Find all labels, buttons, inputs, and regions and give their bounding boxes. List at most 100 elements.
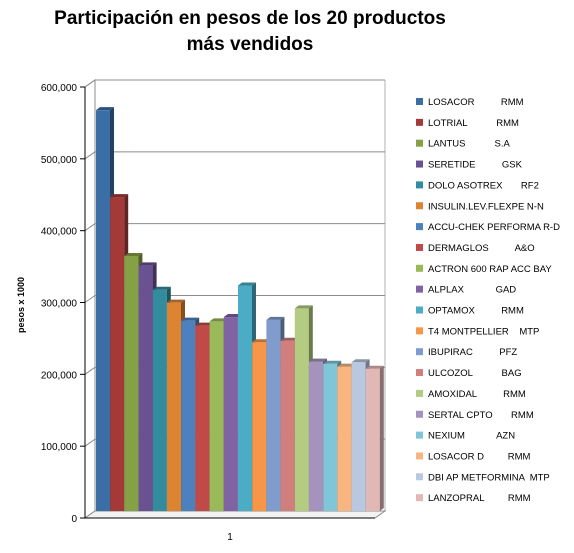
y-tick-label: 0 (71, 514, 77, 525)
legend-label: LOTRIAL RMM (428, 118, 519, 129)
legend-label: SERETIDE GSK (428, 160, 523, 171)
bar-front (209, 321, 224, 511)
gridline-side (84, 151, 96, 160)
bars (96, 107, 384, 512)
bar-top (266, 316, 285, 320)
y-tick-label: 100,000 (41, 442, 78, 453)
gridline-side (84, 223, 96, 232)
axes: 0 100,000 200,000 300,000 400,000 500,000 600,… (16, 83, 375, 543)
legend-swatch (416, 118, 423, 126)
bar-top (294, 305, 313, 309)
bar-front (181, 320, 196, 511)
y-axis-title: pesos x 1000 (16, 277, 26, 333)
legend-item: LANTUS S.A (416, 139, 510, 150)
y-tick-label: 200,000 (41, 370, 78, 381)
legend-item: NEXIUM AZN (416, 431, 515, 442)
legend-item: DBI AP METFORMINA MTP (416, 472, 550, 483)
legend-label: ULCOZOL BAG (428, 368, 522, 379)
legend-swatch (416, 139, 423, 147)
legend-swatch (416, 181, 423, 189)
legend-item: SERTAL CPTO RMM (416, 410, 534, 421)
legend-item: SERETIDE GSK (416, 160, 523, 171)
bar-top (152, 286, 171, 290)
legend-item: ULCOZOL BAG (416, 368, 522, 379)
bar-top (167, 299, 185, 303)
legend-label: SERTAL CPTO RMM (428, 410, 534, 421)
legend-swatch (416, 264, 423, 272)
bar-top (337, 363, 356, 367)
legend-swatch (416, 473, 423, 481)
legend-label: LANTUS S.A (428, 139, 510, 150)
bar-front (167, 302, 181, 511)
legend-swatch (416, 306, 423, 314)
bar-top (351, 359, 370, 363)
legend-swatch (416, 494, 423, 502)
gridline-side (84, 366, 96, 375)
legend-swatch (416, 160, 423, 168)
legend-label: INSULIN.LEV.FLEXPE N-N (428, 201, 544, 212)
legend-swatch (416, 369, 423, 377)
legend-swatch (416, 243, 423, 251)
legend-item: LANZOPRAL RMM (416, 493, 531, 504)
bar-front (238, 285, 252, 511)
y-tick-label: 600,000 (41, 83, 78, 94)
bar-front (223, 317, 238, 511)
bar-front (110, 197, 125, 512)
bar-front (309, 361, 323, 511)
bar-front (96, 110, 110, 512)
legend-label: DERMAGLOS A&O (428, 243, 535, 254)
bar-front (351, 362, 366, 511)
y-tick-label: 300,000 (41, 299, 78, 310)
bar-top (252, 339, 271, 343)
bar-top (124, 252, 143, 256)
bar-top (138, 262, 157, 266)
legend-swatch (416, 410, 423, 418)
bar-front (294, 308, 309, 511)
legend-swatch (416, 223, 423, 231)
bar-top (309, 358, 327, 362)
bar-top (96, 107, 114, 111)
bar-front (266, 319, 281, 511)
bar-top (181, 317, 200, 321)
gridline-side (84, 295, 96, 303)
bar-top (238, 282, 256, 286)
legend-label: DOLO ASOTREX RF2 (428, 180, 539, 191)
gridline-side (84, 438, 96, 447)
legend-item: AMOXIDAL RMM (416, 389, 526, 400)
legend: LOSACOR RMM LOTRIAL RMM LANTUS S.A SERETIDE… (416, 97, 560, 504)
legend-swatch (416, 431, 423, 439)
bar-top (209, 318, 228, 322)
bar-top (195, 322, 214, 326)
legend-label: LOSACOR RMM (428, 97, 524, 108)
legend-item: ACTRON 600 RAP ACC BAY (416, 264, 552, 275)
bar-front (365, 368, 380, 511)
legend-label: ALPLAX GAD (428, 285, 516, 296)
legend-item: DOLO ASOTREX RF2 (416, 180, 539, 191)
legend-swatch (416, 348, 423, 356)
bar (365, 365, 384, 511)
bar-front (252, 342, 267, 511)
legend-item: LOSACOR D RMM (416, 451, 530, 462)
legend-swatch (416, 389, 423, 397)
legend-item: IBUPIRAC PFZ (416, 347, 517, 358)
bar-front (195, 325, 210, 511)
legend-label: IBUPIRAC PFZ (428, 347, 517, 358)
legend-label: ACCU-CHEK PERFORMA R-D (428, 222, 560, 233)
bar-front (152, 289, 167, 511)
gridline-side (84, 79, 96, 88)
bar-front (323, 363, 338, 511)
legend-swatch (416, 452, 423, 460)
legend-item: ACCU-CHEK PERFORMA R-D (416, 222, 560, 233)
bar-front (124, 255, 139, 511)
legend-label: T4 MONTPELLIER MTP (428, 326, 539, 337)
bar-top (280, 337, 299, 341)
legend-item: LOTRIAL RMM (416, 118, 519, 129)
legend-item: LOSACOR RMM (416, 97, 524, 108)
legend-label: DBI AP METFORMINA MTP (428, 472, 550, 483)
legend-item: INSULIN.LEV.FLEXPE N-N (416, 201, 544, 212)
bar-top (323, 360, 342, 364)
floor (83, 510, 387, 519)
legend-swatch (416, 202, 423, 210)
bar-front (138, 265, 153, 511)
